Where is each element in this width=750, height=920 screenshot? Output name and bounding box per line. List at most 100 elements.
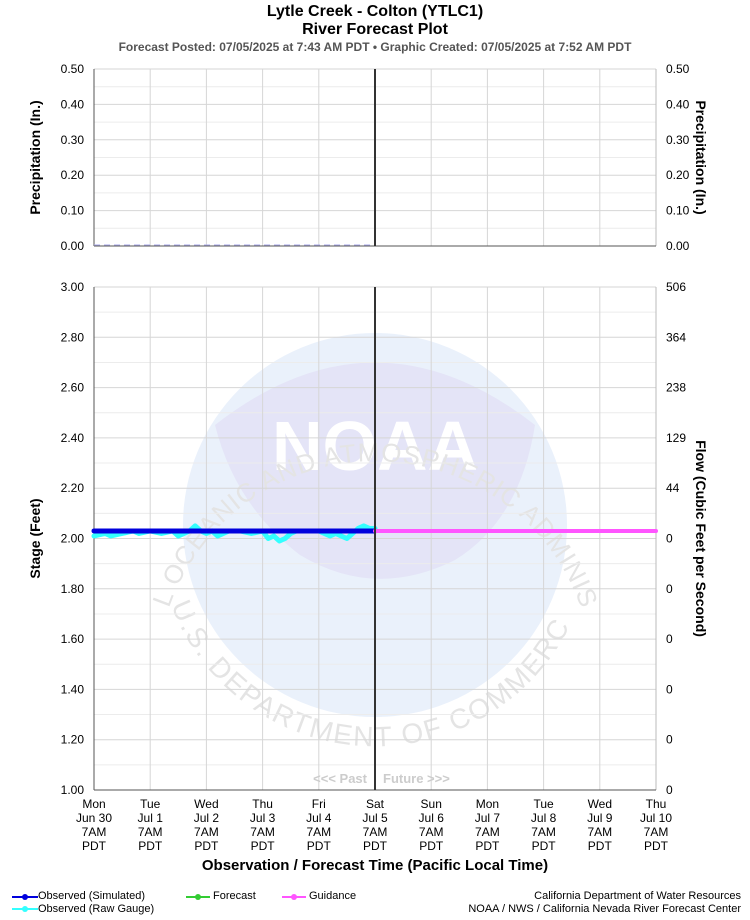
x-tick-line: 7AM — [531, 825, 556, 839]
posted-info: Forecast Posted: 07/05/2025 at 7:43 AM P… — [118, 40, 632, 54]
chart-title: Lytle Creek - Colton (YTLC1) — [266, 3, 484, 20]
y-tick-label-right: 0.40 — [666, 97, 690, 111]
y-tick-label-left: 2.40 — [61, 431, 85, 445]
x-tick-line: 7AM — [419, 825, 444, 839]
y-tick-label-right: 0.50 — [666, 62, 690, 76]
x-tick-line: Jul 8 — [531, 811, 557, 825]
x-tick-line: PDT — [644, 839, 669, 853]
noaa-watermark: NOAANATIONAL OCEANIC AND ATMOSPHERIC ADM… — [0, 0, 603, 753]
y-tick-label-left: 2.80 — [61, 330, 85, 344]
y-axis-label-right: Precipitation (In.) — [693, 100, 709, 214]
x-tick-line: Jun 30 — [76, 811, 112, 825]
observed-raw-swatch — [22, 906, 28, 912]
x-tick-line: 7AM — [138, 825, 163, 839]
y-tick-label-right: 0 — [666, 532, 673, 546]
x-tick-line: 7AM — [587, 825, 612, 839]
x-tick-line: Jul 1 — [138, 811, 164, 825]
credit-noaa: NOAA / NWS / California Nevada River For… — [468, 903, 741, 915]
legend-swatches-observed — [12, 894, 38, 912]
x-tick-line: 7AM — [363, 825, 388, 839]
y-tick-label-left: 2.60 — [61, 381, 85, 395]
x-tick-line: PDT — [532, 839, 557, 853]
y-axis-label-left: Stage (Feet) — [27, 498, 43, 578]
x-tick-line: Wed — [194, 797, 218, 811]
x-tick-line: Thu — [646, 797, 667, 811]
x-tick-line: Jul 6 — [419, 811, 445, 825]
y-axis-label-left: Precipitation (In.) — [27, 100, 43, 214]
y-tick-label-left: 2.00 — [61, 532, 85, 546]
x-tick-line: PDT — [194, 839, 219, 853]
x-tick-line: Wed — [588, 797, 612, 811]
x-tick-line: 7AM — [194, 825, 219, 839]
x-tick-line: 7AM — [82, 825, 107, 839]
x-tick-line: Jul 3 — [250, 811, 276, 825]
chart-subtitle: River Forecast Plot — [302, 21, 448, 38]
credit-dwr: California Department of Water Resources — [534, 890, 741, 902]
x-tick-line: Jul 9 — [587, 811, 613, 825]
y-tick-label-right: 0 — [666, 783, 673, 797]
x-tick-line: PDT — [138, 839, 163, 853]
y-tick-label-right: 0 — [666, 733, 673, 747]
y-tick-label-right: 0 — [666, 582, 673, 596]
x-tick-line: Jul 2 — [194, 811, 220, 825]
x-axis-label: Observation / Forecast Time (Pacific Loc… — [202, 857, 548, 874]
y-tick-label-left: 1.80 — [61, 582, 85, 596]
precipitation-panel: 0.00 0.00 0.10 0.10 0.20 0.20 0.30 0.30 0.40 0.40… — [27, 62, 709, 253]
x-tick-line: Mon — [476, 797, 499, 811]
y-tick-label-left: 1.20 — [61, 733, 85, 747]
x-tick-line: 7AM — [306, 825, 331, 839]
y-tick-label-right: 0 — [666, 682, 673, 696]
observed-sim-swatch — [22, 894, 28, 900]
y-tick-label-right: 0.20 — [666, 168, 690, 182]
y-tick-label-left: 2.20 — [61, 481, 85, 495]
y-tick-label-right: 238 — [666, 381, 686, 395]
y-tick-label-right: 364 — [666, 330, 686, 344]
future-label: Future >>> — [383, 771, 450, 786]
x-tick-line: PDT — [307, 839, 332, 853]
y-tick-label-right: 0.10 — [666, 204, 690, 218]
y-tick-label-right: 506 — [666, 280, 686, 294]
y-tick-label-left: 3.00 — [61, 280, 85, 294]
past-label: <<< Past — [313, 771, 368, 786]
y-tick-label-left: 1.40 — [61, 682, 85, 696]
y-tick-label-left: 0.20 — [61, 168, 85, 182]
x-tick-line: Thu — [252, 797, 273, 811]
x-tick-line: Jul 7 — [475, 811, 501, 825]
x-tick-line: 7AM — [644, 825, 669, 839]
y-tick-label-right: 129 — [666, 431, 686, 445]
y-tick-label-right: 44 — [666, 481, 680, 495]
x-tick-line: Tue — [140, 797, 161, 811]
stage-panel: 1.00 0 1.20 0 1.40 0 1.60 0 1.80 0 2.00 0 2.20 44 2.40… — [27, 280, 709, 797]
legend-swatch-forecast — [186, 894, 210, 900]
legend-forecast: Forecast — [213, 890, 256, 902]
y-axis-label-right: Flow (Cubic Feet per Second) — [693, 440, 709, 637]
y-tick-label-right: 0.30 — [666, 133, 690, 147]
x-tick-line: Sun — [421, 797, 442, 811]
x-tick-line: Tue — [533, 797, 554, 811]
y-tick-label-left: 0.50 — [61, 62, 85, 76]
x-tick-line: PDT — [251, 839, 276, 853]
y-tick-label-left: 0.10 — [61, 204, 85, 218]
x-tick-line: Fri — [312, 797, 326, 811]
y-tick-label-left: 1.00 — [61, 783, 85, 797]
x-tick-line: PDT — [419, 839, 444, 853]
y-tick-label-right: 0.00 — [666, 239, 690, 253]
y-tick-label-right: 0 — [666, 632, 673, 646]
y-tick-label-left: 1.60 — [61, 632, 85, 646]
x-tick-line: 7AM — [250, 825, 275, 839]
x-tick-line: 7AM — [475, 825, 500, 839]
y-tick-label-left: 0.40 — [61, 97, 85, 111]
x-tick-line: PDT — [588, 839, 613, 853]
x-tick-line: Mon — [82, 797, 105, 811]
x-tick-line: PDT — [82, 839, 107, 853]
